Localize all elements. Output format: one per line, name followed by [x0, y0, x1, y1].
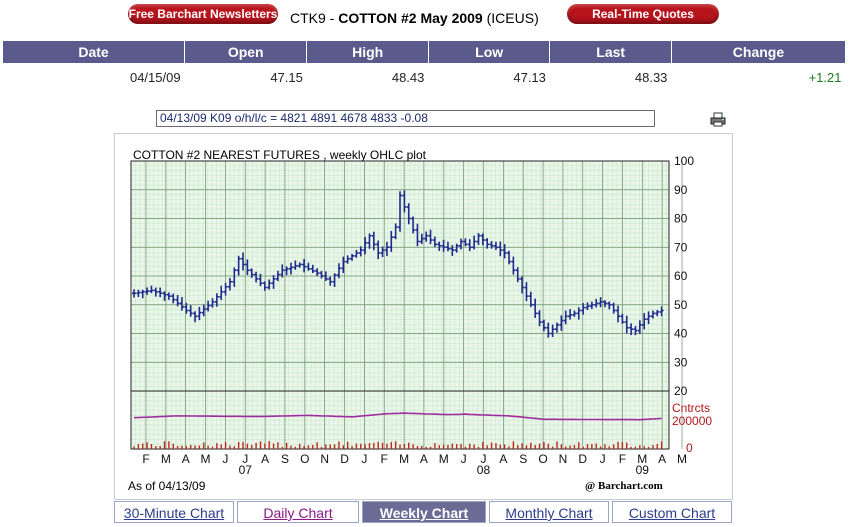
low-value: 47.13: [513, 69, 546, 85]
volume-axis-label: 0: [686, 441, 693, 455]
x-month-label: A: [658, 452, 666, 466]
quote-header-row: Date Open High Low Last Change: [3, 41, 847, 63]
chart-title: COTTON #2 NEAREST FUTURES , weekly OHLC …: [133, 148, 426, 162]
quote-row: 04/15/09 47.15 48.43 47.13 48.33 +1.21: [3, 63, 846, 86]
y-tick-label: 20: [674, 384, 688, 398]
header-low: Low: [428, 41, 551, 63]
x-month-label: N: [559, 452, 568, 466]
ohlc-readout: 04/13/09 K09 o/h/l/c = 4821 4891 4678 48…: [156, 110, 655, 127]
x-month-label: M: [439, 452, 449, 466]
as-of-date: As of 04/13/09: [128, 479, 206, 493]
x-month-label: F: [619, 452, 626, 466]
x-month-label: J: [361, 452, 367, 466]
x-month-label: J: [222, 452, 228, 466]
x-month-label: J: [480, 452, 486, 466]
free-newsletters-button[interactable]: Free Barchart Newsletters: [128, 4, 278, 24]
barchart-logo: @ Barchart.com: [585, 480, 663, 492]
y-tick-label: 30: [674, 355, 688, 369]
tab-weekly-chart[interactable]: Weekly Chart: [362, 501, 486, 523]
y-tick-label: 70: [674, 240, 688, 254]
x-year-label: 08: [477, 463, 491, 477]
realtime-quotes-button[interactable]: Real-Time Quotes: [567, 4, 719, 24]
x-month-label: D: [578, 452, 587, 466]
y-tick-label: 60: [674, 269, 688, 283]
y-tick-label: 100: [674, 154, 694, 168]
tab-30-minute-chart[interactable]: 30-Minute Chart: [114, 501, 234, 523]
x-month-label: O: [538, 452, 547, 466]
change-value: +1.21: [808, 69, 842, 85]
x-month-label: S: [281, 452, 289, 466]
printer-icon[interactable]: [710, 112, 726, 132]
tab-daily-chart[interactable]: Daily Chart: [237, 501, 359, 523]
x-month-label: O: [300, 452, 309, 466]
header-date: Date: [3, 41, 186, 63]
chart-period-tabs: 30-Minute Chart Daily Chart Weekly Chart…: [0, 501, 850, 525]
x-month-label: J: [461, 452, 467, 466]
x-year-label: 07: [239, 463, 253, 477]
y-tick-label: 80: [674, 212, 688, 226]
y-tick-label: 90: [674, 183, 688, 197]
x-month-label: D: [340, 452, 349, 466]
x-year-label: 09: [636, 463, 650, 477]
date-value: 04/15/09: [129, 69, 181, 85]
chart-frame: [114, 133, 733, 500]
x-month-label: M: [201, 452, 211, 466]
x-month-label: A: [261, 452, 269, 466]
page-title: CTK9 - COTTON #2 May 2009 (ICEUS): [290, 10, 539, 26]
x-month-label: N: [320, 452, 329, 466]
tab-monthly-chart[interactable]: Monthly Chart: [489, 501, 609, 523]
high-value: 48.43: [391, 69, 425, 85]
x-month-label: A: [499, 452, 507, 466]
last-value: 48.33: [634, 69, 668, 85]
x-month-label: F: [142, 452, 149, 466]
header-high: High: [306, 41, 429, 63]
x-month-label: J: [242, 452, 248, 466]
exchange: (ICEUS): [486, 10, 539, 26]
title-separator: -: [329, 10, 335, 26]
open-value: 47.15: [270, 69, 303, 85]
x-month-label: M: [637, 452, 647, 466]
x-month-label: S: [519, 452, 527, 466]
y-tick-label: 40: [674, 327, 688, 341]
header-open: Open: [184, 41, 308, 63]
symbol: CTK9: [290, 10, 326, 26]
volume-axis-label: 200000: [672, 414, 712, 428]
x-month-label: A: [420, 452, 428, 466]
x-month-label: M: [677, 452, 687, 466]
y-tick-label: 50: [674, 298, 688, 312]
x-month-label: F: [381, 452, 388, 466]
x-month-label: M: [161, 452, 171, 466]
tab-custom-chart[interactable]: Custom Chart: [612, 501, 732, 523]
x-month-label: A: [182, 452, 190, 466]
contract-name: COTTON #2 May 2009: [338, 10, 483, 26]
open-interest-line: [133, 412, 662, 421]
volume-axis-label: Cntrcts: [672, 401, 710, 415]
quote-table: Date Open High Low Last Change 04/15/09 …: [3, 41, 847, 86]
x-month-label: M: [399, 452, 409, 466]
header-last: Last: [549, 41, 672, 63]
header-change: Change: [671, 41, 847, 63]
x-month-label: J: [600, 452, 606, 466]
